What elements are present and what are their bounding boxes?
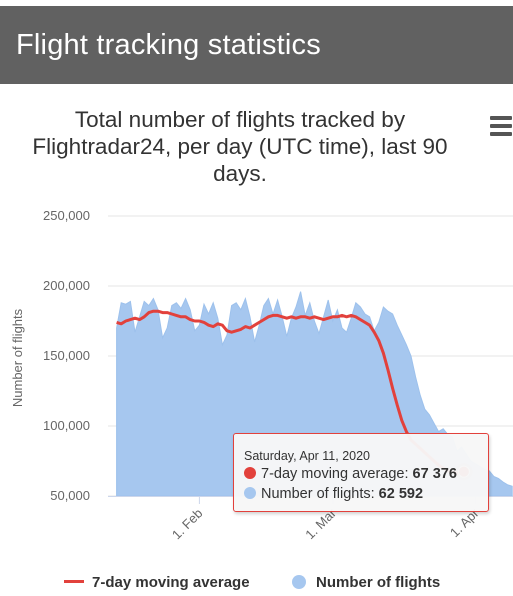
series-7-day-moving-average-line	[116, 309, 463, 476]
y-axis-title: Number of flights	[10, 308, 25, 407]
tooltip-flights-row: Number of flights: 62 592	[244, 486, 423, 502]
flights-dot-icon	[244, 487, 256, 499]
top-strip	[0, 0, 513, 6]
x-tick-label: 1. Feb	[169, 506, 206, 543]
y-tick-label: 250,000	[43, 208, 90, 223]
chart-legend: 7-day moving average Number of flights	[0, 574, 513, 596]
legend-flights-label: Number of flights	[316, 574, 441, 591]
tooltip-date: Saturday, Apr 11, 2020	[244, 449, 371, 463]
chart-title: Total number of flights tracked by Fligh…	[32, 107, 448, 186]
average-dot-icon	[244, 467, 256, 479]
tooltip-flights-value: 62 592	[378, 486, 424, 502]
menu-bar-1	[490, 116, 512, 120]
y-tick-label: 100,000	[43, 418, 90, 433]
legend-item-average[interactable]: 7-day moving average	[64, 574, 250, 591]
circle-swatch-icon	[292, 575, 306, 589]
legend-average-label: 7-day moving average	[92, 574, 250, 591]
tooltip-flights-label: Number of flights:	[261, 486, 375, 502]
menu-bar-2	[490, 124, 512, 128]
y-tick-label: 200,000	[43, 278, 90, 293]
line-swatch-icon	[64, 580, 84, 583]
tooltip-average-value: 67 376	[412, 466, 457, 482]
page-header: Flight tracking statistics	[0, 6, 513, 84]
page-title: Flight tracking statistics	[16, 29, 321, 61]
tooltip-average-label: 7-day moving average:	[261, 466, 409, 482]
hamburger-menu-icon[interactable]	[488, 114, 513, 138]
y-tick-label: 150,000	[43, 348, 90, 363]
chart-tooltip: Saturday, Apr 11, 2020 7-day moving aver…	[233, 433, 489, 512]
y-tick-label: 50,000	[50, 488, 90, 503]
legend-item-flights[interactable]: Number of flights	[292, 574, 440, 591]
menu-bar-3	[490, 132, 512, 136]
tooltip-average-row: 7-day moving average: 67 376	[244, 466, 457, 482]
